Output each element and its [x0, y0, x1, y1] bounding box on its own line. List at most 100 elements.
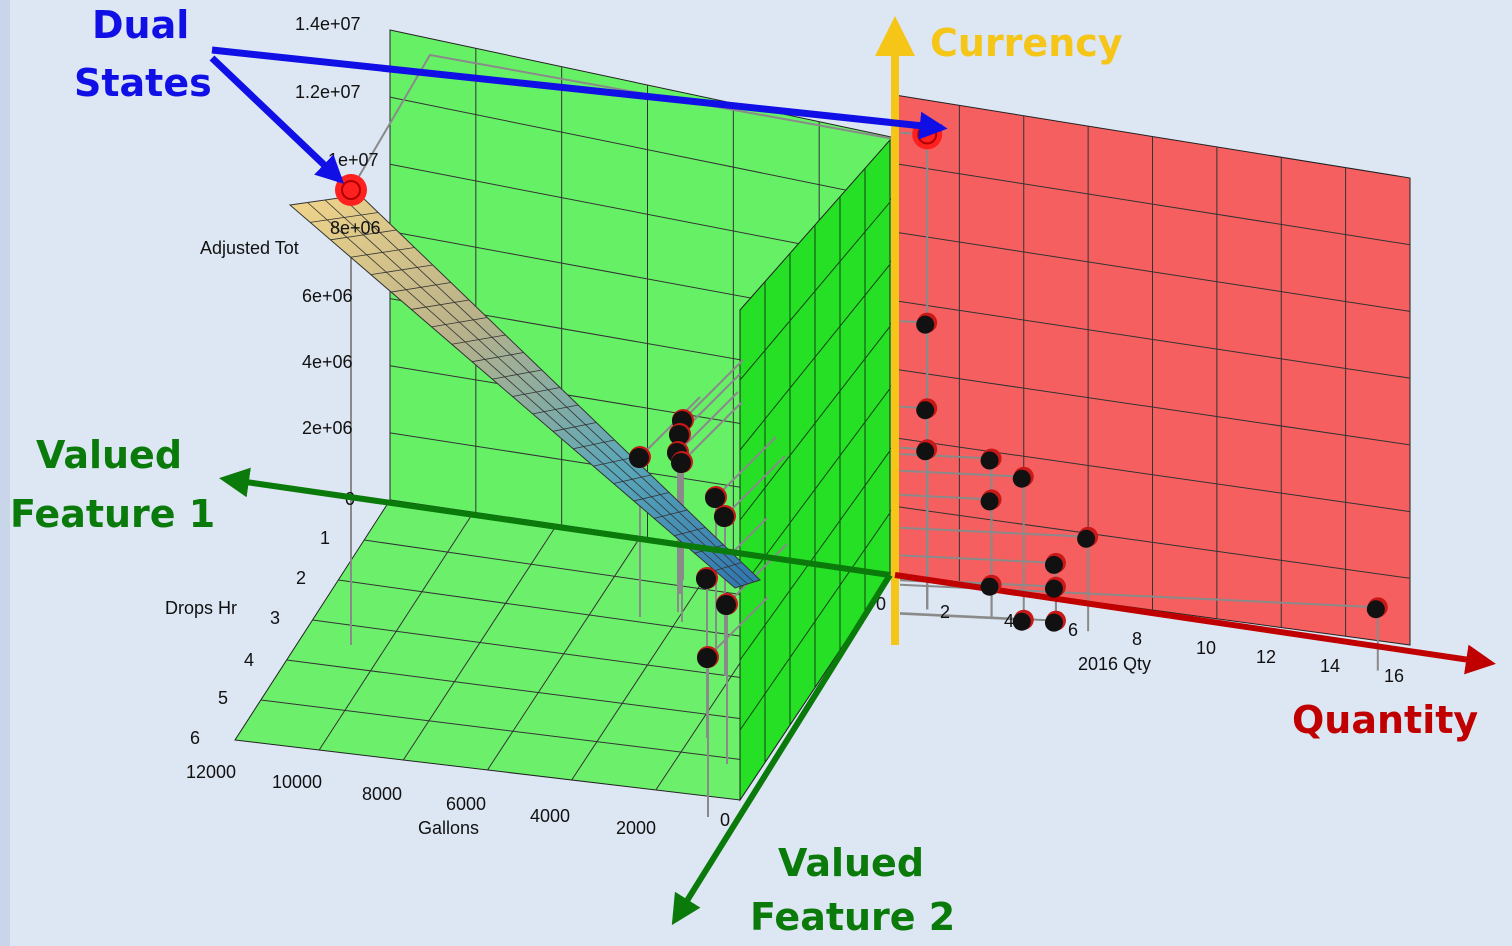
projection-line: [899, 526, 1089, 538]
data-point: [980, 451, 999, 470]
gallons-tick-label: 6000: [446, 794, 486, 814]
qty-tick-label: 6: [1068, 620, 1078, 640]
qty-tick-label: 0: [876, 594, 886, 614]
z-tick-label: 8e+06: [330, 218, 381, 238]
projection-line: [899, 469, 1024, 478]
data-point: [629, 448, 649, 468]
data-point: [716, 595, 736, 615]
data-point: [1012, 612, 1031, 631]
projection-line: [899, 554, 1056, 564]
projection-line: [726, 543, 788, 605]
dual-state-arrow-right: [211, 46, 948, 140]
side-wall-gridline: [739, 512, 891, 731]
projection-line: [715, 436, 777, 498]
red-panel-gridline: [894, 231, 1411, 312]
gallons-tick-label: 4000: [530, 806, 570, 826]
dual-states-label: Dual: [92, 3, 189, 47]
data-point: [1044, 555, 1063, 574]
qty-axis-ticks: 0 2 4 6 8 10 12 14 16: [876, 594, 1404, 686]
feature2-label: Feature 2: [750, 895, 955, 939]
qty-tick-label: 8: [1132, 629, 1142, 649]
z-axis-ticks: 1.4e+07 1.2e+07 1e+07 8e+06 6e+06 4e+06 …: [295, 14, 381, 509]
side-wall-gridline: [739, 201, 891, 381]
data-point: [916, 401, 935, 420]
gallons-tick-label: 12000: [186, 762, 236, 782]
qty-axis-label: 2016 Qty: [1078, 654, 1151, 674]
projection-line: [682, 359, 744, 421]
drops-tick-label: 1: [320, 528, 330, 548]
drops-tick-label: 3: [270, 608, 280, 628]
projection-line: [899, 493, 992, 501]
data-point: [916, 442, 935, 461]
slide-edge: [0, 0, 10, 946]
side-wall-panel: [739, 138, 891, 802]
dual-state-point-ring: [341, 180, 361, 200]
data-point: [705, 488, 725, 508]
data-point: [1044, 579, 1063, 598]
regression-surface: [288, 194, 761, 589]
projection-line: [677, 391, 739, 453]
drops-tick-label: 6: [190, 728, 200, 748]
drops-tick-label: 4: [244, 650, 254, 670]
side-wall-gridline: [739, 450, 891, 661]
back-wall-gridline: [389, 96, 906, 203]
feature2-label: Valued: [778, 841, 924, 885]
drops-axis-label: Drops Hr: [165, 598, 237, 618]
gallons-tick-label: 10000: [272, 772, 322, 792]
projection-line: [724, 455, 786, 517]
z-tick-label: 1.4e+07: [295, 14, 361, 34]
data-point: [916, 315, 935, 334]
floor-gridline: [260, 699, 766, 763]
data-point: [669, 425, 689, 445]
projection-line: [899, 453, 992, 460]
side-wall-gridline: [739, 326, 891, 521]
projection-line: [639, 396, 701, 458]
surface-gridline: [342, 197, 755, 583]
data-point: [1044, 613, 1063, 632]
data-point: [980, 577, 999, 596]
drops-tick-label: 5: [218, 688, 228, 708]
drops-tick-label: 2: [296, 568, 306, 588]
z-tick-label: 4e+06: [302, 352, 353, 372]
feature1-label: Feature 1: [10, 492, 215, 536]
data-point: [697, 648, 717, 668]
data-point: [1366, 600, 1385, 619]
floor-gridline: [312, 619, 816, 688]
data-point: [1077, 529, 1096, 548]
gallons-tick-label: 8000: [362, 784, 402, 804]
qty-tick-label: 2: [940, 602, 950, 622]
gallons-axis-ticks: 12000 10000 8000 6000 4000 2000 0: [186, 762, 730, 838]
surface-gridline: [324, 199, 748, 585]
z-tick-label: 2e+06: [302, 418, 353, 438]
currency-quantity-panel: [894, 94, 1411, 646]
side-wall-gridline: [739, 263, 891, 451]
data-point: [696, 569, 716, 589]
qty-tick-label: 10: [1196, 638, 1216, 658]
projection-line: [681, 401, 743, 463]
z-tick-label: 6e+06: [302, 286, 353, 306]
z-tick-label: 1e+07: [328, 150, 379, 170]
red-panel-gridline: [894, 300, 1411, 379]
dual-states-label: States: [74, 61, 212, 105]
data-point: [714, 507, 734, 527]
qty-tick-label: 16: [1384, 666, 1404, 686]
qty-tick-label: 12: [1256, 647, 1276, 667]
data-points: [335, 119, 1388, 668]
red-panel-gridline: [894, 437, 1411, 513]
gallons-axis-label: Gallons: [418, 818, 479, 838]
qty-tick-label: 14: [1320, 656, 1340, 676]
data-point: [980, 492, 999, 511]
gallons-tick-label: 0: [720, 810, 730, 830]
gallons-tick-label: 2000: [616, 818, 656, 838]
data-point: [671, 453, 691, 473]
projection-line: [707, 596, 769, 658]
drops-axis-ticks: 1 2 3 4 5 6: [190, 528, 330, 748]
z-tick-label: 1.2e+07: [295, 82, 361, 102]
red-panel-gridline: [894, 163, 1411, 246]
feature1-label: Valued: [36, 433, 182, 477]
red-panel-gridline: [894, 368, 1411, 446]
dual-state-arrow-left: [209, 55, 345, 184]
z-axis-label: Adjusted Tot: [200, 238, 299, 258]
feature1-axis-arrow: [219, 467, 891, 578]
